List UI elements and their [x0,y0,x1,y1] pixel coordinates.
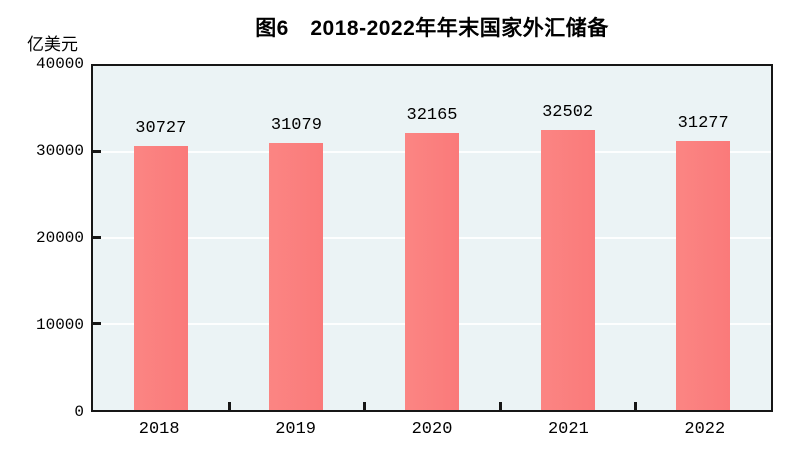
bar-2020 [405,133,459,410]
bar-2022 [676,141,731,410]
bar-value-label-2021: 32502 [542,103,594,123]
x-axis-tick [227,402,231,410]
y-axis-tick-label: 30000 [35,142,84,160]
x-axis-labels: 2018 2019 2020 2021 2022 [91,420,773,444]
y-axis-tick-label: 40000 [35,55,84,73]
x-axis-label-2020: 2020 [411,420,453,439]
y-axis-tick-label: 0 [74,403,84,421]
bar-value-label-2019: 31079 [270,115,322,135]
x-axis-tick [363,402,367,410]
bar-2018 [133,145,188,410]
bar-2019 [269,142,324,410]
x-axis-label-2019: 2019 [275,420,316,439]
x-axis-label-2018: 2018 [138,420,180,439]
x-axis-tick [498,402,502,410]
y-axis-tick [93,150,101,153]
plot-area: 30727 31079 32165 32502 31277 [91,64,773,412]
y-axis-tick-label: 20000 [35,229,84,247]
y-axis-tick-label: 10000 [35,316,84,334]
x-axis-label-2021: 2021 [547,420,589,439]
y-axis-labels: 0 10000 20000 30000 40000 [0,56,84,420]
bar-value-label-2022: 31277 [677,114,729,134]
chart-title: 图6 2018-2022年年末国家外汇储备 [255,17,609,40]
y-axis-tick [93,322,101,325]
bar-value-label-2018: 30727 [135,118,187,138]
x-axis-tick [634,402,638,410]
bar-2021 [540,130,595,410]
x-axis-label-2022: 2022 [684,420,726,439]
bar-value-label-2020: 32165 [406,106,458,126]
y-axis-unit-label: 亿美元 [27,35,78,54]
y-axis-tick [93,236,101,239]
